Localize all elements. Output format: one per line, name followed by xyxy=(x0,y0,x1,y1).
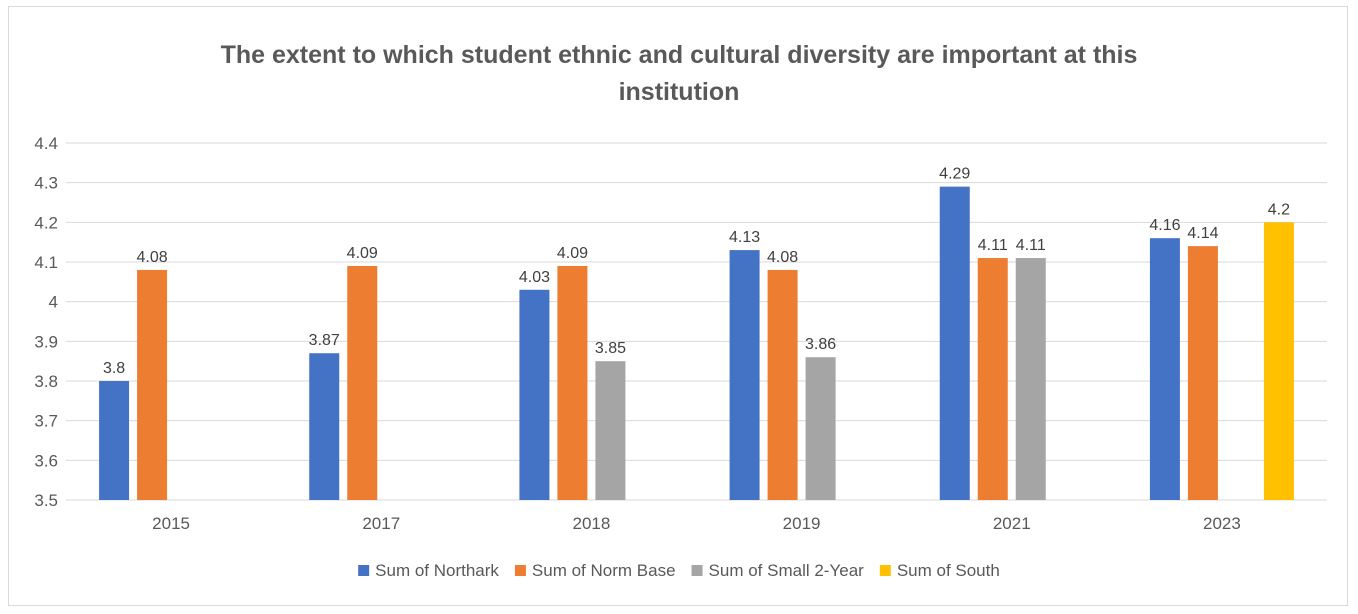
bar-sum-of-norm-base-2015 xyxy=(137,269,168,500)
data-label: 4.09 xyxy=(347,245,378,262)
chart-frame: The extent to which student ethnic and c… xyxy=(8,6,1348,606)
legend-label: Sum of Norm Base xyxy=(532,561,676,580)
bar-sum-of-northark-2021 xyxy=(939,186,970,500)
bar-sum-of-northark-2018 xyxy=(519,289,550,500)
x-tick-label: 2017 xyxy=(362,514,400,533)
bar-sum-of-small-2-year-2018 xyxy=(595,361,626,500)
legend-swatch xyxy=(691,565,703,576)
y-tick-label: 4.4 xyxy=(34,134,58,153)
bar-sum-of-norm-base-2018 xyxy=(557,265,588,500)
y-tick-label: 3.8 xyxy=(34,372,58,391)
legend: Sum of Northark Sum of Norm Base Sum of Sm… xyxy=(358,561,1000,580)
data-label: 4.09 xyxy=(557,245,588,262)
y-tick-label: 4.2 xyxy=(34,213,58,232)
y-axis: 3.5 3.6 3.7 3.8 3.9 4 4.1 4.2 4.3 4.4 xyxy=(34,134,58,510)
x-tick-label: 2021 xyxy=(993,514,1031,533)
legend-item: Sum of South xyxy=(879,561,1000,580)
chart-title-line-2: institution xyxy=(619,78,740,106)
legend-item: Sum of Northark xyxy=(358,561,499,580)
bar-sum-of-south-2023 xyxy=(1263,222,1294,501)
data-label: 4.11 xyxy=(1016,237,1046,254)
bar-sum-of-small-2-year-2019 xyxy=(805,357,836,500)
bar-sum-of-northark-2017 xyxy=(309,353,340,500)
x-tick-label: 2019 xyxy=(783,514,821,533)
bar-sum-of-norm-base-2019 xyxy=(767,269,798,500)
y-tick-label: 4 xyxy=(49,293,58,312)
gridlines xyxy=(66,142,1327,501)
x-tick-label: 2015 xyxy=(152,514,190,533)
chart-title-line-1: The extent to which student ethnic and c… xyxy=(221,41,1138,69)
y-tick-label: 4.3 xyxy=(34,174,58,193)
data-label: 4.08 xyxy=(767,249,798,266)
legend-swatch xyxy=(358,565,370,576)
bar-sum-of-small-2-year-2021 xyxy=(1015,258,1046,500)
data-label: 4.16 xyxy=(1149,217,1180,234)
legend-item: Sum of Small 2-Year xyxy=(691,561,865,580)
data-label: 3.85 xyxy=(595,340,626,357)
bar-sum-of-northark-2019 xyxy=(729,250,760,500)
data-label: 4.03 xyxy=(519,269,550,286)
x-tick-label: 2023 xyxy=(1203,514,1241,533)
data-label: 3.8 xyxy=(103,360,125,377)
legend-swatch xyxy=(879,565,891,576)
y-tick-label: 3.6 xyxy=(34,451,58,470)
data-label: 4.29 xyxy=(939,166,970,183)
x-tick-label: 2018 xyxy=(573,514,611,533)
bar-sum-of-northark-2023 xyxy=(1149,238,1180,500)
y-tick-label: 4.1 xyxy=(34,253,58,272)
y-tick-label: 3.5 xyxy=(34,491,58,510)
data-labels: 3.8 4.08 3.87 4.09 4.03 4.09 3.85 4.13 4.08 3.86 4… xyxy=(103,166,1290,377)
bars xyxy=(99,186,1294,501)
bar-chart: The extent to which student ethnic and c… xyxy=(34,41,1327,580)
bar-sum-of-norm-base-2023 xyxy=(1187,246,1218,500)
legend-label: Sum of Small 2-Year xyxy=(709,561,865,580)
data-label: 4.13 xyxy=(729,229,760,246)
data-label: 4.2 xyxy=(1268,201,1290,218)
bar-sum-of-northark-2015 xyxy=(99,381,130,500)
legend-item: Sum of Norm Base xyxy=(514,561,676,580)
data-label: 3.87 xyxy=(309,332,340,349)
y-tick-label: 3.9 xyxy=(34,332,58,351)
data-label: 4.11 xyxy=(978,237,1008,254)
y-tick-label: 3.7 xyxy=(34,412,58,431)
bar-sum-of-norm-base-2017 xyxy=(347,265,378,500)
data-label: 4.14 xyxy=(1187,225,1218,242)
data-label: 3.86 xyxy=(805,336,836,353)
legend-swatch xyxy=(514,565,526,576)
chart-title: The extent to which student ethnic and c… xyxy=(221,41,1138,106)
data-label: 4.08 xyxy=(137,249,168,266)
legend-label: Sum of South xyxy=(897,561,1000,580)
x-axis: 2015 2017 2018 2019 2021 2023 xyxy=(152,514,1241,533)
legend-label: Sum of Northark xyxy=(375,561,499,580)
bar-sum-of-norm-base-2021 xyxy=(977,258,1008,500)
